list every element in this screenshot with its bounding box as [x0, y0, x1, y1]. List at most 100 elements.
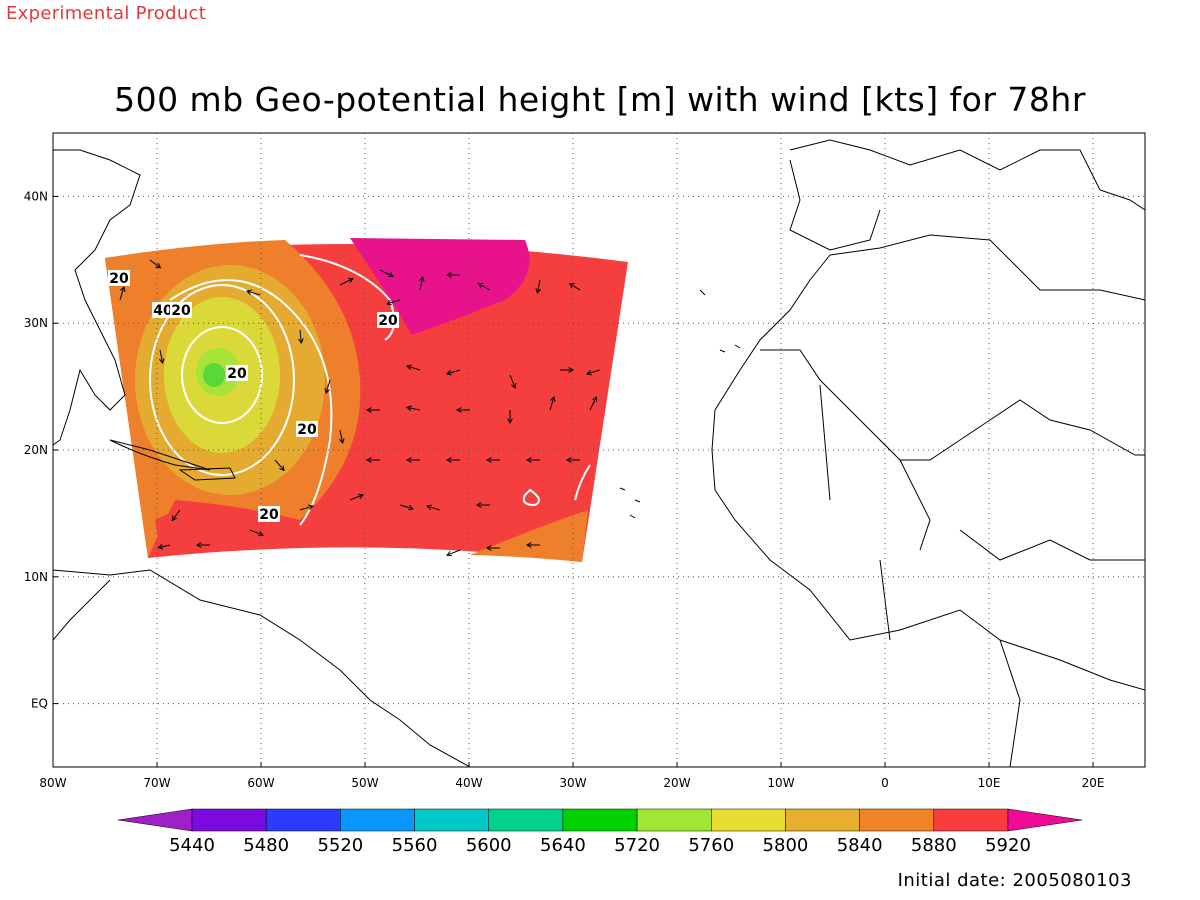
isotach-label: 20 — [109, 271, 129, 287]
wind-arrow — [446, 369, 461, 376]
wind-arrow — [419, 275, 425, 291]
isotach-label: 20 — [378, 313, 398, 329]
wind-arrow — [535, 279, 541, 295]
wind-arrow — [119, 286, 126, 301]
lon-tick-label: 20E — [1082, 776, 1105, 790]
colorbar-segment — [933, 808, 1009, 832]
colorbar-label: 5520 — [317, 835, 363, 856]
wind-arrow — [298, 329, 304, 345]
wind-arrow — [274, 459, 285, 472]
colorbar-label: 5480 — [243, 835, 289, 856]
africa-coast — [711, 234, 1145, 767]
cuba-coast — [109, 439, 211, 471]
wind-arrow — [426, 504, 441, 511]
isotach-labels: 20 40 20 20 20 20 20 — [108, 270, 399, 523]
wind-arrow — [399, 504, 414, 511]
colorbar-label: 5840 — [837, 835, 883, 856]
wind-arrow — [339, 429, 345, 445]
wind-arrow — [509, 374, 517, 389]
wind-arrow — [565, 457, 580, 463]
central-america-coast — [53, 579, 111, 641]
hispaniola-coast — [178, 467, 236, 481]
lon-tick-label: 20W — [663, 776, 690, 790]
wind-arrow — [586, 369, 601, 376]
colorbar-label: 5760 — [688, 835, 734, 856]
wind-arrow — [477, 282, 491, 291]
lon-tick-label: 80W — [39, 776, 66, 790]
wind-arrow — [249, 529, 264, 537]
colorbar-segment — [340, 808, 415, 832]
wind-arrow — [406, 364, 421, 371]
wind-arrow — [324, 379, 331, 394]
lat-tick-label: EQ — [31, 697, 48, 711]
wind-arrow — [455, 407, 470, 413]
colorbar-label: 5880 — [911, 835, 957, 856]
cape-verde-islands — [619, 487, 641, 519]
isotach-label: 20 — [297, 422, 317, 438]
wind-arrow — [568, 282, 581, 291]
canary-islands — [699, 289, 741, 353]
north-america-coast — [53, 149, 141, 446]
height-band-5720 — [203, 363, 225, 387]
south-america-coast — [53, 569, 471, 767]
colorbar-label: 5560 — [392, 835, 438, 856]
colorbar-min-triangle — [117, 808, 193, 832]
lat-tick-label: 40N — [24, 189, 48, 203]
colorbar-segment — [265, 808, 341, 832]
experimental-product-label: Experimental Product — [6, 3, 207, 24]
lat-tick-label: 30N — [24, 316, 48, 330]
wind-arrow — [549, 396, 556, 411]
wind-arrow — [405, 457, 420, 463]
lon-tick-label: 10E — [978, 776, 1001, 790]
colorbar-segment — [636, 808, 712, 832]
map-area: 20 40 20 20 20 20 20 — [53, 133, 1145, 767]
wind-arrow — [379, 269, 394, 278]
isotach-label: 20 — [227, 366, 247, 382]
wind-arrow — [149, 259, 162, 269]
height-band-5880-south — [470, 510, 588, 562]
wind-arrow — [159, 349, 165, 365]
colorbar-label: 5720 — [614, 835, 660, 856]
wind-arrow — [386, 299, 401, 306]
wind-arrow — [475, 502, 490, 508]
wind-vectors — [119, 259, 601, 557]
isotach-label: 20 — [259, 507, 279, 523]
lon-tick-label: 70W — [143, 776, 170, 790]
coastlines — [53, 139, 1145, 767]
colorbar-segment — [562, 808, 638, 832]
wind-arrow — [560, 367, 575, 373]
colorbar-segment — [488, 808, 564, 832]
wind-arrow — [485, 545, 500, 551]
colorbar-segment — [711, 808, 786, 832]
isotach-contours — [149, 254, 591, 526]
colorbar-max-triangle — [1007, 808, 1083, 832]
colorbar: 5440 5480 5520 5560 5600 5640 5720 5760 5800 5840… — [117, 808, 1083, 856]
lat-tick-label: 20N — [24, 443, 48, 457]
wind-arrow — [195, 542, 210, 548]
wind-arrow — [507, 410, 513, 425]
lon-tick-label: 10W — [767, 776, 794, 790]
iberia-coast — [789, 159, 881, 251]
colorbar-label: 5600 — [466, 835, 512, 856]
wind-arrow — [171, 509, 181, 522]
wind-arrow — [365, 457, 380, 463]
isotach-label: 40 — [153, 303, 173, 319]
colorbar-label: 5640 — [540, 835, 586, 856]
wind-arrow — [525, 542, 540, 548]
wind-arrow — [589, 396, 598, 411]
colorbar-segment — [785, 808, 860, 832]
colorbar-segment — [191, 808, 267, 832]
wind-arrow — [157, 543, 171, 550]
map-title: 500 mb Geo-potential height [m] with win… — [114, 80, 1086, 119]
height-core-5920 — [350, 238, 530, 335]
wind-arrow — [246, 289, 261, 296]
europe-coast — [789, 139, 1145, 211]
lon-tick-label: 30W — [559, 776, 586, 790]
lon-tick-label: 0 — [881, 776, 889, 790]
colorbar-label: 5800 — [763, 835, 809, 856]
height-band-5880-west-tongue — [155, 506, 260, 550]
wind-arrow — [445, 272, 460, 278]
wind-arrow — [485, 457, 500, 463]
wind-arrow — [349, 493, 364, 501]
